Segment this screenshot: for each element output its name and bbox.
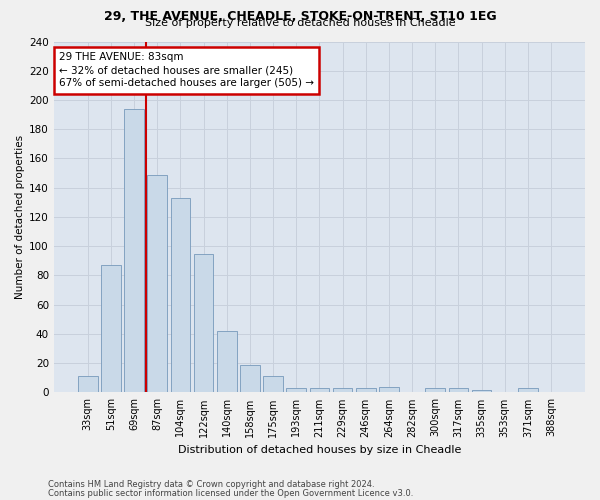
Bar [310, 388, 329, 392]
Bar [78, 376, 98, 392]
Text: Contains HM Land Registry data © Crown copyright and database right 2024.: Contains HM Land Registry data © Crown c… [48, 480, 374, 489]
Bar [379, 386, 399, 392]
Bar [356, 388, 376, 392]
Text: 29, THE AVENUE, CHEADLE, STOKE-ON-TRENT, ST10 1EG: 29, THE AVENUE, CHEADLE, STOKE-ON-TRENT,… [104, 10, 496, 23]
Bar [449, 388, 468, 392]
Bar [472, 390, 491, 392]
Y-axis label: Number of detached properties: Number of detached properties [15, 135, 25, 299]
Bar [194, 254, 214, 392]
Bar [217, 331, 236, 392]
Text: Contains public sector information licensed under the Open Government Licence v3: Contains public sector information licen… [48, 488, 413, 498]
Bar [333, 388, 352, 392]
Bar [263, 376, 283, 392]
X-axis label: Distribution of detached houses by size in Cheadle: Distribution of detached houses by size … [178, 445, 461, 455]
Text: 29 THE AVENUE: 83sqm
← 32% of detached houses are smaller (245)
67% of semi-deta: 29 THE AVENUE: 83sqm ← 32% of detached h… [59, 52, 314, 88]
Bar [124, 109, 144, 393]
Bar [240, 364, 260, 392]
Text: Size of property relative to detached houses in Cheadle: Size of property relative to detached ho… [145, 18, 455, 28]
Bar [170, 198, 190, 392]
Bar [425, 388, 445, 392]
Bar [101, 265, 121, 392]
Bar [148, 174, 167, 392]
Bar [518, 388, 538, 392]
Bar [286, 388, 306, 392]
